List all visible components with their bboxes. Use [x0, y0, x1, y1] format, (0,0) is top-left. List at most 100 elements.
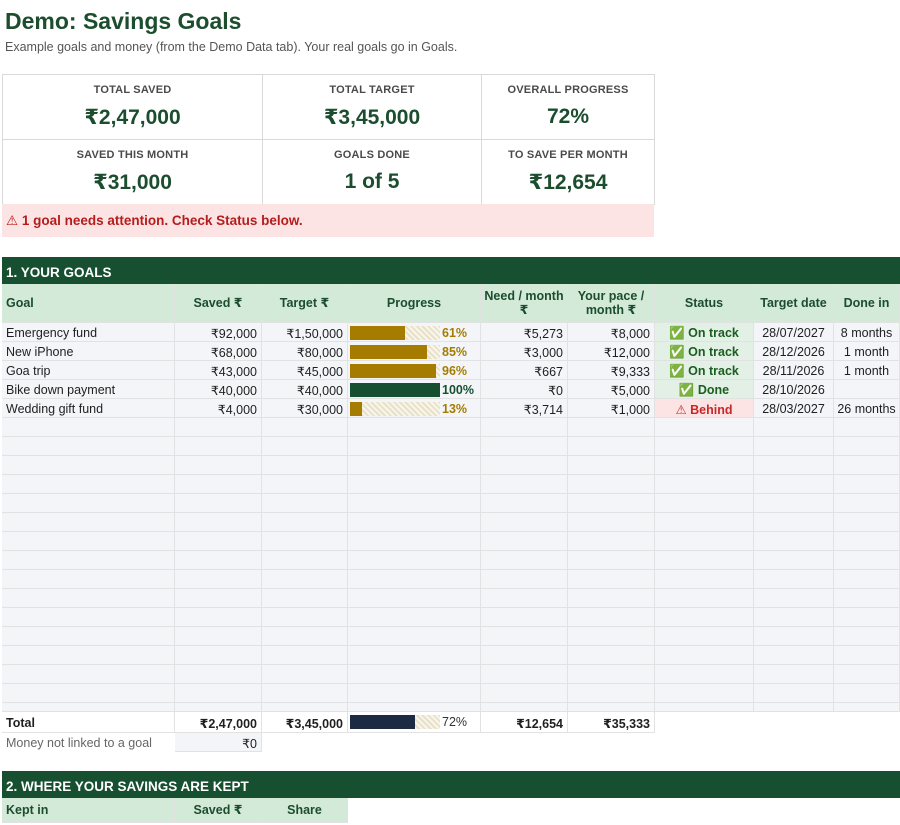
empty-cell — [834, 665, 900, 684]
empty-cell — [175, 532, 262, 551]
empty-cell — [754, 646, 834, 665]
kpi-value: ₹31,000 — [93, 171, 172, 194]
empty-cell — [348, 513, 481, 532]
empty-cell — [262, 608, 348, 627]
kpi-card: SAVED THIS MONTH ₹31,000 — [2, 139, 263, 205]
progress-bar — [350, 402, 440, 416]
empty-cell — [834, 646, 900, 665]
empty-cell — [348, 703, 481, 712]
empty-cell — [348, 665, 481, 684]
empty-cell — [754, 703, 834, 712]
empty-cell — [348, 532, 481, 551]
empty-cell — [481, 456, 568, 475]
goal-name: New iPhone — [2, 342, 175, 361]
goal-pace-per-month: ₹8,000 — [568, 323, 655, 342]
unlinked-money-value: ₹0 — [175, 733, 262, 752]
goal-target: ₹1,50,000 — [262, 323, 348, 342]
empty-cell — [175, 551, 262, 570]
goal-target-date: 28/12/2026 — [754, 342, 834, 361]
empty-cell — [175, 456, 262, 475]
progress-bar-fill — [350, 715, 415, 729]
empty-cell — [262, 646, 348, 665]
empty-cell — [2, 437, 175, 456]
empty-cell — [754, 475, 834, 494]
empty-cell — [348, 608, 481, 627]
kpi-label: TOTAL SAVED — [93, 84, 172, 96]
goal-done-in: 1 month — [834, 342, 900, 361]
empty-cell — [754, 589, 834, 608]
empty-cell — [834, 551, 900, 570]
goal-saved: ₹92,000 — [175, 323, 262, 342]
empty-cell — [481, 437, 568, 456]
progress-percent: 96% — [442, 364, 468, 378]
goal-progress: 61% — [348, 323, 481, 342]
empty-cell — [348, 456, 481, 475]
empty-cell — [655, 532, 754, 551]
attention-alert: ⚠ 1 goal needs attention. Check Status b… — [2, 204, 654, 237]
goal-saved: ₹68,000 — [175, 342, 262, 361]
empty-cell — [348, 684, 481, 703]
empty-cell — [655, 589, 754, 608]
progress-percent: 100% — [442, 383, 474, 397]
page-subtitle: Example goals and money (from the Demo D… — [5, 40, 458, 54]
goal-done-in: 8 months — [834, 323, 900, 342]
empty-cell — [834, 627, 900, 646]
goal-name: Bike down payment — [2, 380, 175, 399]
empty-cell — [754, 551, 834, 570]
goal-progress: 85% — [348, 342, 481, 361]
empty-cell — [834, 608, 900, 627]
goal-pace-per-month: ₹12,000 — [568, 342, 655, 361]
col-header-done-in: Done in — [834, 284, 900, 323]
page-title: Demo: Savings Goals — [5, 8, 242, 34]
goal-done-in: 26 months — [834, 399, 900, 418]
goal-target-date: 28/11/2026 — [754, 361, 834, 380]
empty-cell — [348, 589, 481, 608]
empty-cell — [655, 627, 754, 646]
empty-cell — [754, 665, 834, 684]
section-header-kept: 2. WHERE YOUR SAVINGS ARE KEPT — [2, 771, 900, 798]
empty-cell — [175, 475, 262, 494]
col-header-date: Target date — [754, 284, 834, 323]
progress-bar-fill — [350, 402, 362, 416]
total-target: ₹3,45,000 — [262, 712, 348, 733]
empty-cell — [754, 418, 834, 437]
col-header-target: Target ₹ — [262, 284, 348, 323]
empty-cell — [655, 703, 754, 712]
goal-need-per-month: ₹3,714 — [481, 399, 568, 418]
empty-cell — [481, 646, 568, 665]
empty-cell — [348, 551, 481, 570]
empty-cell — [262, 418, 348, 437]
empty-cell — [481, 494, 568, 513]
kpi-label: TOTAL TARGET — [329, 84, 415, 96]
empty-cell — [655, 418, 754, 437]
empty-cell — [754, 456, 834, 475]
empty-cell — [568, 608, 655, 627]
progress-percent: 61% — [442, 326, 468, 340]
empty-cell — [834, 437, 900, 456]
empty-cell — [2, 627, 175, 646]
kpi-label: SAVED THIS MONTH — [76, 149, 189, 161]
empty-cell — [262, 475, 348, 494]
empty-cell — [834, 494, 900, 513]
empty-cell — [568, 646, 655, 665]
col-header-saved: Saved ₹ — [175, 284, 262, 323]
empty-cell — [2, 494, 175, 513]
empty-cell — [481, 627, 568, 646]
empty-cell — [481, 570, 568, 589]
empty-cell — [2, 646, 175, 665]
empty-cell — [834, 703, 900, 712]
empty-cell — [481, 532, 568, 551]
status-badge: ✅ Done — [655, 380, 754, 399]
empty-cell — [2, 513, 175, 532]
kpi-card: TOTAL SAVED ₹2,47,000 — [2, 74, 263, 140]
kpi-card: TO SAVE PER MONTH ₹12,654 — [481, 139, 655, 205]
progress-bar — [350, 345, 440, 359]
progress-percent: 72% — [442, 715, 468, 729]
empty-cell — [348, 627, 481, 646]
empty-cell — [348, 494, 481, 513]
empty-cell — [262, 684, 348, 703]
total-label: Total — [2, 712, 175, 733]
empty-cell — [568, 589, 655, 608]
empty-cell — [2, 532, 175, 551]
empty-cell — [262, 665, 348, 684]
